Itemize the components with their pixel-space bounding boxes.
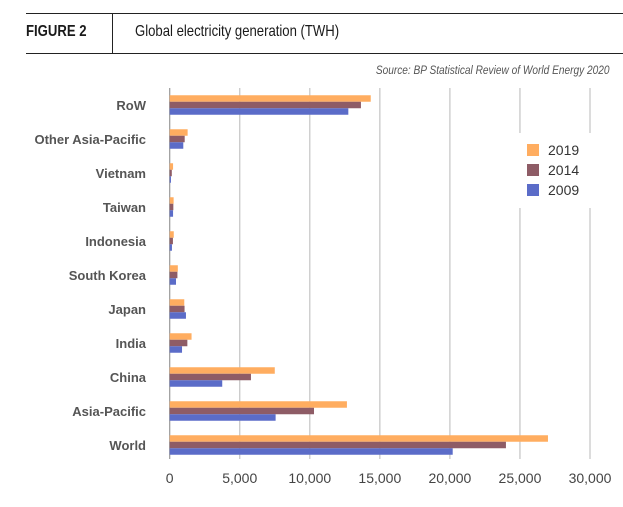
bar-row-2019 — [169, 95, 371, 102]
bar-world-2009 — [169, 448, 453, 455]
x-tick-labels: 0 5,000 10,000 15,000 20,000 25,000 30,000 — [166, 470, 612, 486]
figure-title: Global electricity generation (TWH) — [135, 23, 340, 40]
bar-india-2014 — [169, 339, 188, 347]
x-tick-label: 15,000 — [358, 470, 401, 486]
bar-world-2019 — [169, 435, 548, 442]
legend-swatch-2009 — [527, 184, 539, 196]
legend-swatch-2019 — [527, 144, 539, 156]
category-label: China — [110, 370, 147, 385]
bar-vietnam-2019 — [169, 163, 174, 170]
category-label: RoW — [116, 98, 146, 113]
category-label: Vietnam — [96, 166, 146, 181]
bar-other-asia-pacific-2019 — [169, 129, 188, 136]
category-label: Japan — [108, 302, 146, 317]
bar-other-asia-pacific-2009 — [169, 142, 184, 149]
bar-china-2014 — [169, 373, 251, 381]
bar-taiwan-2009 — [169, 210, 174, 217]
category-label: Asia-Pacific — [72, 404, 146, 419]
bar-china-2019 — [169, 367, 275, 374]
category-label: India — [116, 336, 147, 351]
category-label: Taiwan — [103, 200, 146, 215]
bar-row-2014 — [169, 101, 361, 109]
bar-india-2019 — [169, 333, 192, 340]
bar-south-korea-2019 — [169, 265, 178, 272]
bar-asia-pacific-2014 — [169, 407, 315, 415]
header-top-rule — [26, 13, 623, 14]
bar-asia-pacific-2009 — [169, 414, 276, 421]
bar-china-2009 — [169, 380, 223, 387]
x-tick-label: 25,000 — [499, 470, 542, 486]
header-divider — [112, 13, 113, 54]
bar-asia-pacific-2019 — [169, 401, 347, 408]
category-label: Indonesia — [85, 234, 146, 249]
bar-taiwan-2014 — [169, 203, 174, 211]
legend-box — [511, 133, 591, 208]
x-tick-label: 30,000 — [569, 470, 612, 486]
bar-south-korea-2009 — [169, 278, 177, 285]
bar-world-2014 — [169, 441, 506, 449]
bar-indonesia-2019 — [169, 231, 174, 238]
bar-south-korea-2014 — [169, 271, 178, 279]
category-labels: RoW Other Asia-Pacific Vietnam Taiwan Indone… — [34, 98, 146, 453]
bar-japan-2014 — [169, 305, 185, 313]
source-note: Source: BP Statistical Review of World E… — [375, 65, 609, 77]
bar-other-asia-pacific-2014 — [169, 135, 185, 143]
category-label: Other Asia-Pacific — [34, 132, 146, 147]
bar-vietnam-2009 — [169, 176, 171, 183]
bar-row-2009 — [169, 108, 349, 115]
bar-indonesia-2014 — [169, 237, 173, 245]
x-tick-label: 20,000 — [428, 470, 471, 486]
bar-india-2009 — [169, 346, 183, 353]
figure-label: FIGURE 2 — [26, 23, 87, 40]
category-label: South Korea — [69, 268, 147, 283]
header-bottom-rule — [26, 53, 623, 54]
legend: 2019 2014 2009 — [511, 133, 591, 208]
legend-label-2019: 2019 — [548, 142, 579, 158]
category-label: World — [109, 438, 146, 453]
x-tick-label: 5,000 — [222, 470, 257, 486]
bar-japan-2009 — [169, 312, 186, 319]
bars — [169, 95, 548, 455]
bar-vietnam-2014 — [169, 169, 172, 177]
bar-indonesia-2009 — [169, 244, 172, 251]
bar-taiwan-2019 — [169, 197, 174, 204]
legend-label-2009: 2009 — [548, 182, 579, 198]
x-tick-label: 10,000 — [288, 470, 331, 486]
bar-japan-2019 — [169, 299, 185, 306]
legend-label-2014: 2014 — [548, 162, 579, 178]
legend-swatch-2014 — [527, 164, 539, 176]
x-tick-label: 0 — [166, 470, 174, 486]
